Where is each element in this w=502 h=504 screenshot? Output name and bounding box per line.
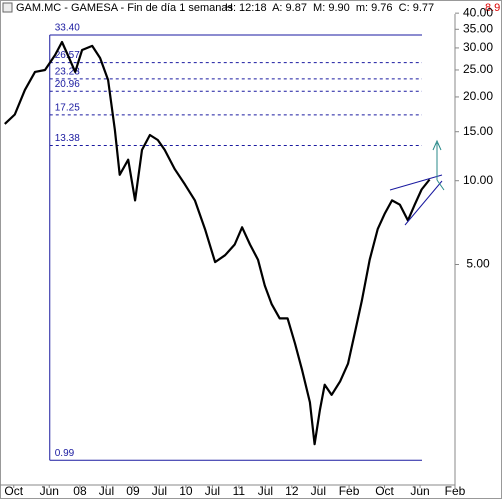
x-tick-label: Oct xyxy=(375,484,394,498)
y-tick-label: 25.00 xyxy=(463,62,493,76)
y-tick-label: 35.00 xyxy=(463,21,493,35)
level-label: 17.25 xyxy=(55,102,80,113)
arrow xyxy=(436,179,445,191)
y-tick-label: 40.00 xyxy=(463,5,493,19)
x-tick-label: Jul xyxy=(311,484,326,498)
chart-subtitle: H: 12:18 A: 9.87 M: 9.90 m: 9.76 C: 9.77 xyxy=(225,2,434,14)
arrow-head xyxy=(432,139,442,151)
y-tick-label: 15.00 xyxy=(463,124,493,138)
annotation: 8.9 xyxy=(485,2,500,14)
x-tick-label: 08 xyxy=(73,484,87,498)
x-tick-label: Jul xyxy=(258,484,273,498)
x-tick-label: 10 xyxy=(179,484,193,498)
y-tick-label: 30.00 xyxy=(463,40,493,54)
level-label: 23.23 xyxy=(55,66,80,77)
chart-title: GAM.MC - GAMESA - Fin de día 1 semanas xyxy=(16,2,234,14)
y-tick-label: 20.00 xyxy=(463,89,493,103)
x-tick-label: Feb xyxy=(339,484,360,498)
x-tick-label: Jul xyxy=(205,484,220,498)
header-icon xyxy=(2,2,13,13)
plot: 5.00 10.00 15.00 20.00 25.00 30.00 35.00 40.00 O… xyxy=(4,5,493,498)
wedge-line xyxy=(404,180,443,226)
x-tick-label: Jul xyxy=(152,484,167,498)
level-label: 0.99 xyxy=(55,448,75,459)
y-tick-label: 5.00 xyxy=(466,257,490,271)
x-tick-label: Oct xyxy=(4,484,23,498)
x-tick-label: Jun xyxy=(410,484,429,498)
level-label: 33.40 xyxy=(55,23,80,34)
x-tick-label: Feb xyxy=(445,484,466,498)
x-tick-label: Jul xyxy=(99,484,114,498)
wedge-line xyxy=(389,174,443,191)
y-tick-label: 10.00 xyxy=(463,173,493,187)
x-tick-label: 11 xyxy=(233,484,246,498)
x-tick-label: 09 xyxy=(126,484,140,498)
x-tick-label: Jun xyxy=(40,484,59,498)
price-line xyxy=(4,40,431,446)
x-tick-label: 12 xyxy=(285,484,299,498)
level-label: 13.38 xyxy=(55,133,80,144)
level-label: 20.96 xyxy=(55,79,80,90)
